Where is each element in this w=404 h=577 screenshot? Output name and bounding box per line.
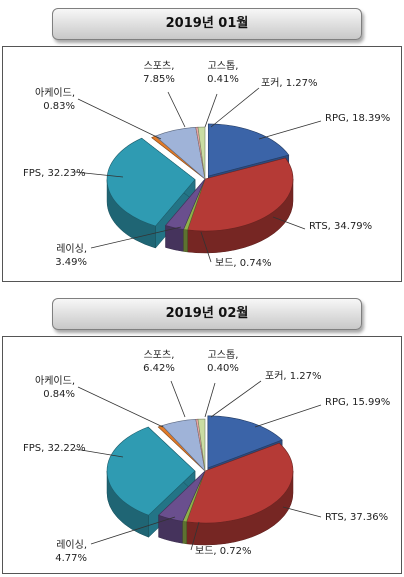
data-label-arcade: 아케이드, (35, 87, 75, 99)
data-label-rts: RTS, 37.36% (325, 512, 388, 523)
data-label-board: 보드, 0.74% (215, 257, 272, 269)
leader-line-poker (210, 87, 260, 128)
pie-slice-rpg (207, 123, 290, 177)
data-label-racing: 3.49% (55, 257, 87, 268)
data-label-gostop: 0.40% (207, 363, 239, 374)
data-label-gostop: 고스톱, (208, 60, 239, 72)
leader-line-sports (167, 91, 186, 128)
pie-side-racing (165, 225, 184, 252)
data-label-arcade: 0.84% (43, 389, 75, 400)
data-label-racing: 레이싱, (56, 243, 87, 255)
leader-line-rpg (258, 120, 322, 140)
leader-line-racing (90, 226, 182, 249)
leader-line-board (190, 521, 200, 551)
pie-side-board (183, 229, 188, 253)
leader-line-rts (272, 216, 306, 230)
leader-line-board (200, 231, 212, 263)
leader-line-poker (210, 380, 262, 418)
pie-slice-poker (197, 418, 206, 472)
pie-slice-fps (106, 137, 196, 227)
pie-labels: RPG, 15.99% RTS, 37.36% 보드, 0.72% 레이싱, 4.77%… (23, 349, 390, 564)
pie-labels: RPG, 18.39% RTS, 34.79% 보드, 0.74% 레이싱, 3.49%… (23, 60, 390, 269)
pie-side-board (182, 521, 187, 545)
data-label-sports: 스포츠, (144, 349, 175, 361)
data-label-gostop: 0.41% (207, 74, 239, 85)
data-label-sports: 스포츠, (144, 60, 175, 72)
chart-title-2: 2019년 02월 (52, 298, 362, 330)
leader-line-racing (90, 516, 176, 545)
data-label-sports: 7.85% (143, 74, 175, 85)
data-label-gostop: 고스톱, (208, 349, 239, 361)
data-label-rpg: RPG, 15.99% (325, 397, 390, 408)
chart-frame-2: RPG, 15.99% RTS, 37.36% 보드, 0.72% 레이싱, 4.77%… (2, 336, 402, 574)
leader-line-arcade (77, 386, 164, 428)
data-label-arcade: 아케이드, (35, 375, 75, 387)
leader-line-gostop (204, 382, 216, 418)
data-label-board: 보드, 0.72% (195, 545, 252, 557)
data-label-poker: 포커, 1.27% (261, 77, 318, 89)
leader-line-gostop (204, 93, 218, 128)
data-label-rpg: RPG, 18.39% (325, 113, 390, 124)
data-label-fps: FPS, 32.23% (23, 168, 86, 179)
leader-line-rpg (254, 404, 322, 428)
leader-line-fps (74, 448, 124, 458)
pie-slice-rts (186, 442, 294, 524)
leader-line-rts (282, 506, 322, 518)
pie-slice-fps (106, 426, 196, 516)
data-label-racing: 4.77% (55, 553, 87, 564)
data-label-fps: FPS, 32.22% (23, 443, 86, 454)
data-label-poker: 포커, 1.27% (265, 370, 322, 382)
data-label-racing: 레이싱, (56, 539, 87, 551)
data-label-sports: 6.42% (143, 363, 175, 374)
leader-line-sports (170, 380, 186, 418)
pie-slice-poker (197, 126, 206, 180)
leader-line-arcade (77, 98, 162, 140)
pie-slice-racing (164, 178, 206, 230)
pie-tops (106, 415, 294, 524)
leader-line-fps (74, 171, 124, 178)
data-label-arcade: 0.83% (43, 101, 75, 112)
chart-title-1: 2019년 01월 (52, 8, 362, 40)
pie-tops (106, 123, 294, 232)
pie-slice-rts (187, 157, 294, 232)
pie-chart-1: RPG, 18.39% RTS, 34.79% 보드, 0.74% 레이싱, 3.49%… (23, 60, 390, 269)
pie-chart-2: RPG, 15.99% RTS, 37.36% 보드, 0.72% 레이싱, 4.77%… (23, 349, 390, 564)
chart-frame-1: RPG, 18.39% RTS, 34.79% 보드, 0.74% 레이싱, 3.49%… (2, 46, 402, 282)
data-label-rts: RTS, 34.79% (309, 221, 372, 232)
